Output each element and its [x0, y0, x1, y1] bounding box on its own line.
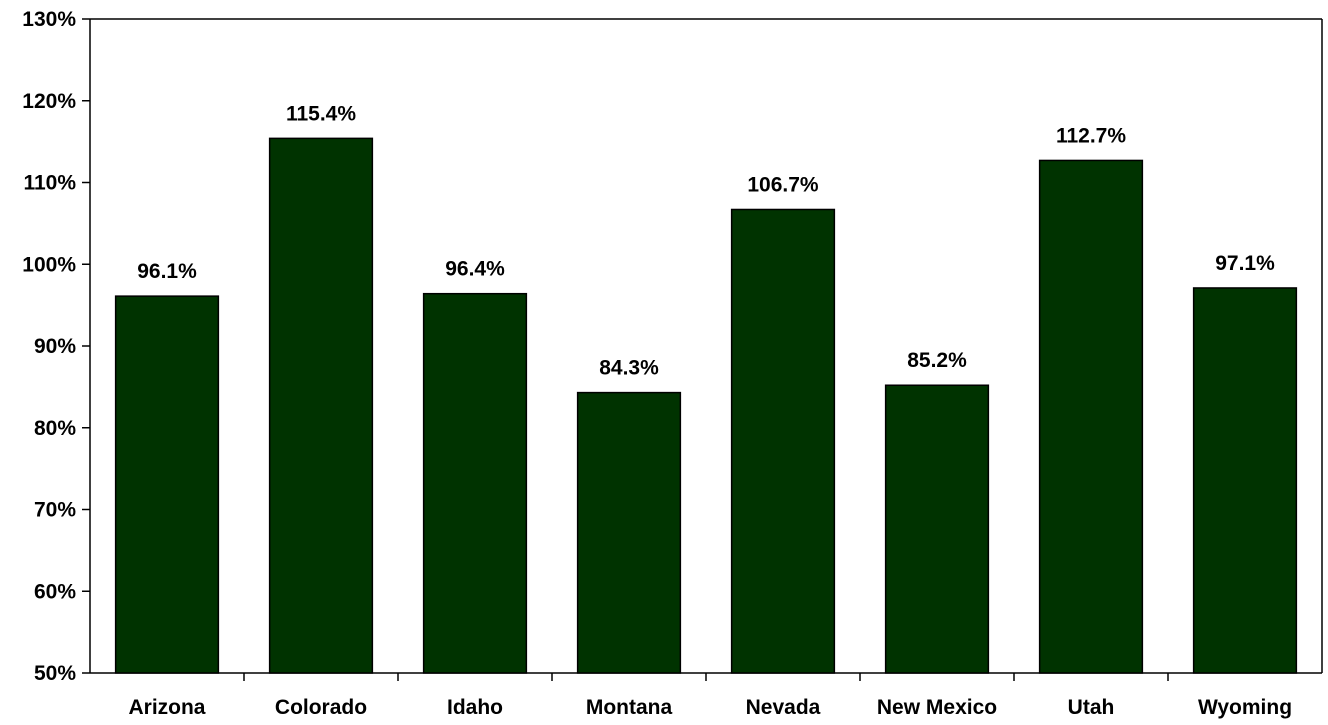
bars	[114, 137, 1298, 674]
y-tick-label: 70%	[34, 499, 76, 522]
x-tick-label: Idaho	[447, 696, 503, 719]
bar-colorado	[268, 137, 374, 674]
data-label: 97.1%	[1215, 252, 1275, 275]
y-axis: 50% 60% 70% 80% 90% 100% 110% 120% 130%	[22, 8, 1323, 685]
bar-utah	[1038, 159, 1144, 674]
data-label: 96.4%	[445, 258, 505, 281]
x-axis: Arizona Colorado Idaho Montana Nevada New Mex…	[90, 672, 1322, 719]
x-tick-label: New Mexico	[877, 696, 997, 719]
y-tick-label: 110%	[23, 172, 76, 195]
x-tick-label: Nevada	[746, 696, 821, 719]
x-tick-label: Wyoming	[1198, 696, 1292, 719]
data-label: 85.2%	[907, 349, 967, 372]
y-tick-label: 90%	[34, 335, 76, 358]
data-labels: 96.1% 115.4% 96.4% 84.3% 106.7% 85.2% 112.7% 97…	[137, 102, 1275, 379]
y-tick-label: 130%	[22, 8, 76, 31]
data-label: 106.7%	[747, 173, 819, 196]
x-tick-label: Arizona	[128, 696, 205, 719]
bar-nevada	[730, 208, 836, 674]
x-tick-label: Utah	[1068, 696, 1115, 719]
x-tick-label: Montana	[586, 696, 673, 719]
y-tick-label: 100%	[22, 253, 76, 276]
bar-montana	[576, 391, 682, 674]
bar-new-mexico	[884, 384, 990, 674]
data-label: 112.7%	[1056, 124, 1126, 147]
y-tick-label: 120%	[22, 90, 76, 113]
y-tick-label: 50%	[34, 662, 76, 685]
y-tick-label: 60%	[34, 580, 76, 603]
y-tick-label: 80%	[34, 417, 76, 440]
data-label: 84.3%	[599, 357, 659, 380]
x-tick-label: Colorado	[275, 696, 367, 719]
bar-idaho	[422, 292, 528, 674]
data-label: 115.4%	[286, 102, 356, 125]
bar-wyoming	[1192, 287, 1298, 674]
bar-arizona	[114, 295, 220, 674]
data-label: 96.1%	[137, 260, 197, 283]
